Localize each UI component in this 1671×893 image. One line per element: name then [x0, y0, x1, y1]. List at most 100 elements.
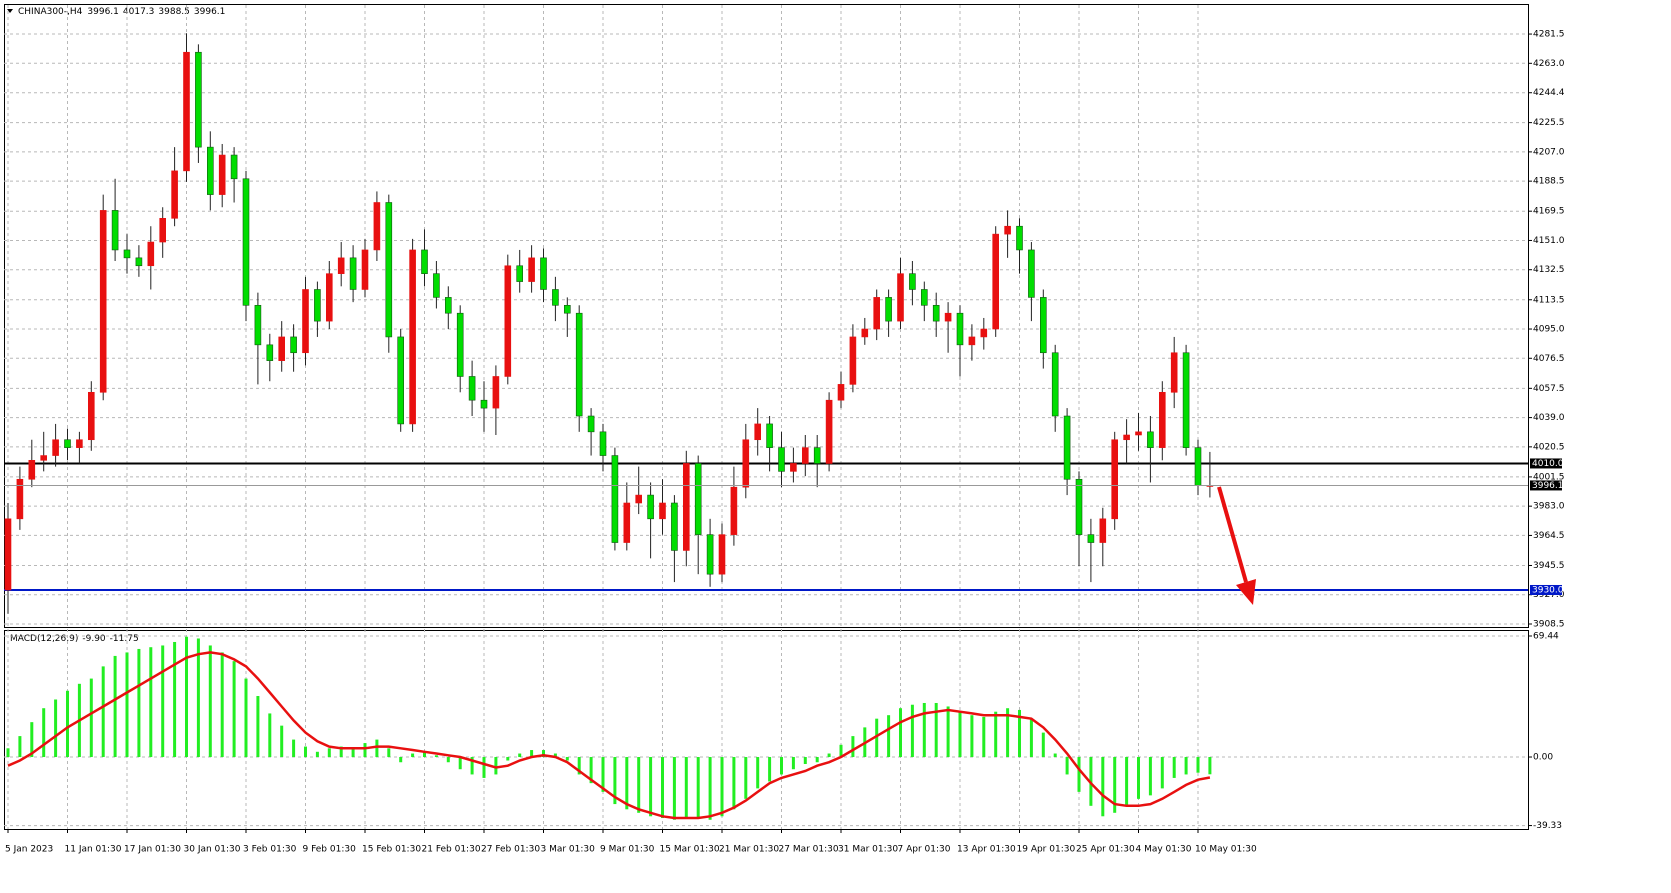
candle-body [611, 455, 619, 543]
y-tick-label: 4281.5 [1533, 30, 1565, 40]
candle-body [147, 241, 155, 267]
macd-bar [220, 652, 224, 758]
macd-bar [530, 750, 534, 758]
y-tick-label: 4207.0 [1533, 147, 1565, 157]
candle-body [302, 289, 309, 354]
candle-body [825, 399, 833, 464]
candle-body [1147, 431, 1154, 448]
candle-body [16, 478, 24, 520]
candle-body [1159, 391, 1166, 448]
macd-bar [6, 748, 10, 758]
macd-bar [1029, 718, 1033, 758]
candle-body [361, 249, 369, 290]
candle-body [40, 455, 48, 461]
candle-body [575, 312, 583, 417]
candle-body [1099, 518, 1107, 543]
candle-body [207, 146, 214, 195]
candle-body [1063, 415, 1071, 480]
y-tick-label: 4001.5 [1533, 472, 1565, 482]
candle-body [587, 415, 595, 433]
bid-label-box [1530, 480, 1562, 491]
candle-body [671, 502, 678, 551]
candle-body [980, 328, 988, 338]
candle-body [1051, 352, 1059, 417]
candle-body [1016, 225, 1023, 251]
x-tick-label: 4 May 01:30 [1136, 845, 1192, 855]
candle-body [730, 486, 738, 535]
macd-bar [851, 736, 855, 758]
candle-body [956, 312, 964, 346]
macd-bar [827, 753, 831, 758]
candle-body [242, 178, 250, 306]
y-tick-label: 4020.5 [1533, 442, 1565, 452]
macd-bar [518, 753, 522, 758]
y-tick-label: 3908.5 [1533, 619, 1565, 629]
candle-body [944, 312, 952, 322]
macd-bar [542, 750, 545, 758]
y-tick-label: 4076.5 [1533, 354, 1565, 364]
macd-bar [399, 757, 403, 763]
candle-body [230, 154, 238, 180]
candle-body [778, 447, 785, 472]
candle-body [52, 439, 59, 456]
macd-bar [565, 757, 569, 761]
bid-label: 3996.1 [1532, 481, 1564, 491]
x-tick-label: 19 Apr 01:30 [1017, 845, 1076, 855]
macd-bar [42, 708, 46, 758]
macd-bar [244, 678, 248, 758]
macd-bar [446, 757, 450, 763]
macd-bar [934, 702, 938, 758]
candle-body [218, 154, 226, 195]
macd-bar [1137, 757, 1140, 799]
y-tick-label: 4039.0 [1533, 413, 1565, 423]
level-label: 3930.0 [1532, 585, 1564, 595]
candle-body [1194, 447, 1202, 486]
macd-bar [292, 739, 296, 758]
macd-bar [30, 722, 34, 758]
x-tick-label: 17 Jan 01:30 [124, 845, 181, 855]
candle-body [992, 233, 1000, 330]
macd-bar [661, 757, 664, 819]
macd-bar [994, 711, 998, 758]
x-tick-label: 25 Apr 01:30 [1076, 845, 1135, 855]
macd-bar [315, 751, 319, 758]
macd-bar [684, 757, 688, 819]
macd-bar [791, 757, 795, 770]
candle-body [1040, 297, 1047, 354]
candle-body [1135, 431, 1142, 436]
y-tick-label: 3927.0 [1533, 590, 1565, 600]
y-tick-label: 4095.0 [1533, 325, 1565, 335]
x-tick-label: 30 Jan 01:30 [184, 845, 241, 855]
candle-body [76, 439, 83, 448]
x-tick-label: 31 Mar 01:30 [838, 845, 898, 855]
candle-body [1182, 352, 1190, 448]
open-readout: 3996.1 [87, 7, 119, 17]
macd-bar [613, 757, 617, 805]
candle-body [4, 518, 12, 591]
macd-bar [375, 739, 379, 758]
level-label-box [1530, 458, 1562, 469]
macd-bar [768, 757, 772, 782]
candle-body [349, 257, 357, 290]
candle-body [909, 273, 916, 290]
macd-bar [708, 757, 712, 820]
candle-body [849, 336, 857, 385]
menu-arrow[interactable] [7, 9, 13, 13]
candle-body [682, 463, 690, 551]
macd-bar [1101, 757, 1105, 817]
macd-bar [672, 757, 676, 820]
plot-layer: 4281.5 4263.0 4244.4 4225.5 4207.0 4188.5 4169… [4, 5, 1565, 855]
macd-bar [304, 746, 307, 758]
macd-bar [494, 757, 498, 775]
macd-bar [1041, 732, 1045, 758]
macd-bar [137, 648, 141, 758]
candle-body [540, 257, 547, 290]
macd-bar [1208, 757, 1212, 775]
macd-bar [732, 757, 736, 810]
candle-body [456, 312, 464, 377]
macd-bar [268, 713, 272, 758]
macd-bar [899, 708, 902, 758]
macd-bar [815, 757, 819, 763]
